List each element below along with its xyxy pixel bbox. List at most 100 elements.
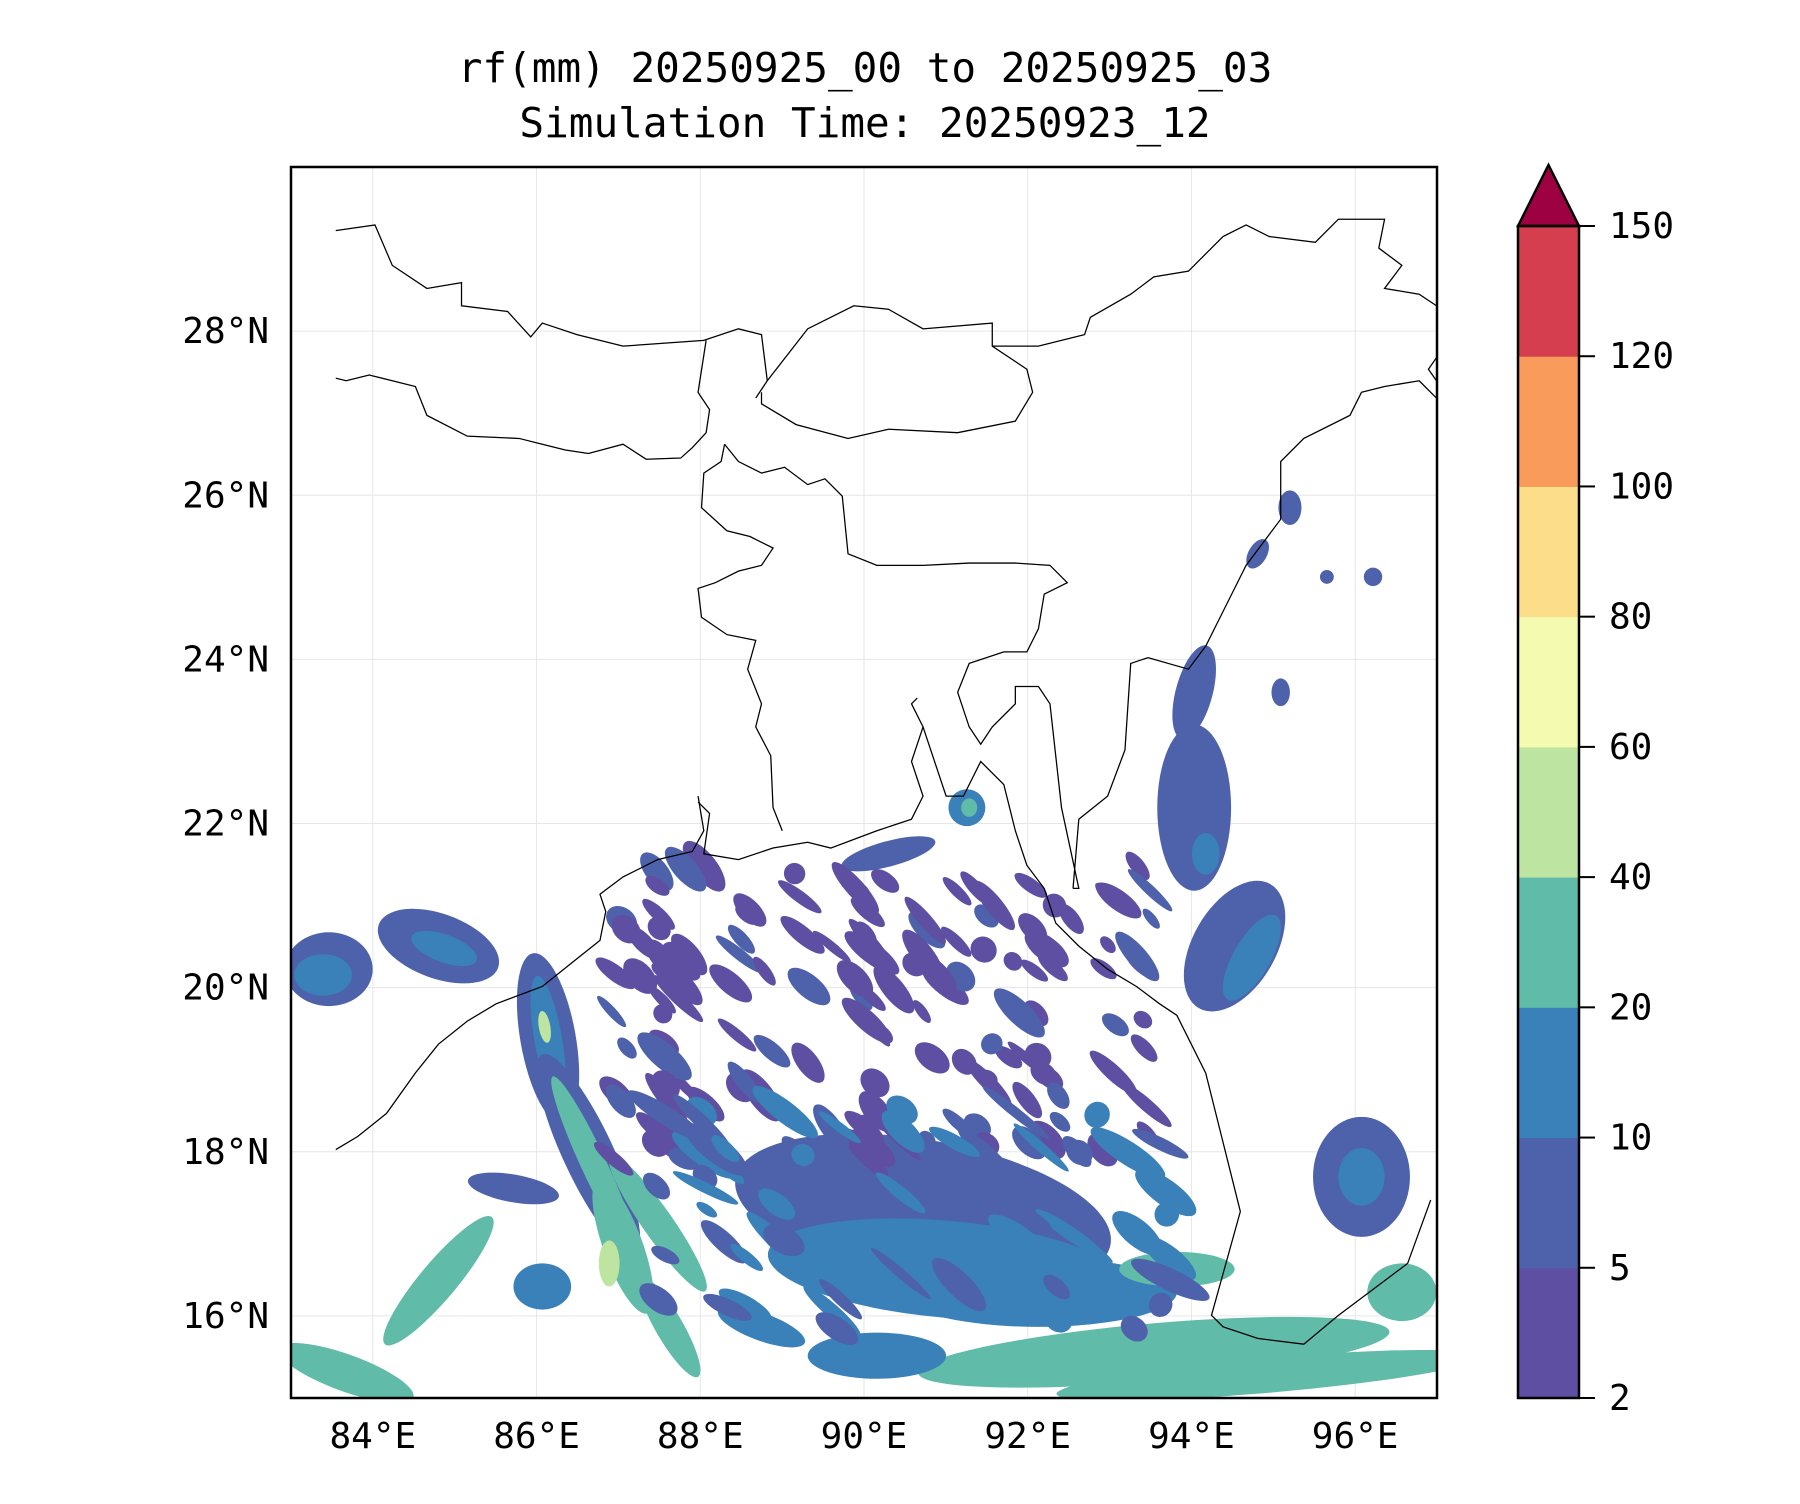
rain-contour-level-5 [1132, 1128, 1189, 1159]
rain-contour-level-10 [1114, 1282, 1141, 1303]
border-line [335, 340, 711, 460]
rain-contour-level-2 [1095, 882, 1142, 919]
colorbar-tick-label: 20 [1609, 987, 1652, 1028]
rain-contour-level-5 [1363, 567, 1383, 587]
plot-frame [289, 165, 1439, 1400]
rain-contour-level-5 [1148, 1292, 1173, 1318]
x-tick-label: 88°E [657, 1416, 744, 1457]
rain-contour-level-20 [918, 1316, 1390, 1388]
rain-contour-level-20 [608, 1154, 707, 1292]
colorbar-tick-label: 2 [1609, 1378, 1631, 1419]
rain-contour-level-5 [715, 935, 763, 973]
rain-contour-level-5 [1115, 931, 1160, 982]
rain-contour-level-2 [942, 877, 972, 906]
colorbar-tick-label: 150 [1609, 206, 1674, 247]
y-tick-label: 28°N [182, 311, 269, 352]
rain-contour-level-2 [595, 957, 636, 990]
rain-contour-level-2 [1089, 1050, 1137, 1095]
rain-contour-level-5 [931, 1257, 987, 1312]
colorbar-tick-label: 100 [1609, 466, 1674, 507]
rain-contour-level-2 [994, 1045, 1023, 1069]
rain-contour-level-2 [831, 862, 880, 914]
rain-contour-level-5 [640, 852, 674, 891]
rain-contour-level-2 [611, 914, 641, 944]
rain-contour-level-10 [711, 1135, 740, 1163]
colorbar-tick-label: 60 [1609, 727, 1652, 768]
border-line [1427, 357, 1438, 382]
rainfall-contours [291, 490, 1437, 1398]
rain-contour-level-5 [1172, 645, 1216, 740]
rain-contour-level-2 [653, 975, 704, 1023]
rain-contour-level-20 [1367, 1263, 1437, 1322]
colorbar-segment [1518, 877, 1579, 1008]
rain-contour-level-2 [709, 964, 753, 1003]
rain-contour-level-5 [1101, 1013, 1129, 1037]
rain-contour-level-20 [961, 798, 978, 817]
rain-contour-level-10 [1084, 1101, 1110, 1128]
y-tick-label: 16°N [182, 1296, 269, 1337]
rain-contour-level-5 [1047, 1082, 1070, 1109]
rain-contour-level-10 [1222, 914, 1281, 1001]
rain-contour-level-10 [1035, 1209, 1106, 1258]
rain-contour-level-10 [1338, 1148, 1385, 1206]
rain-contour-level-2 [1133, 1010, 1153, 1029]
rain-contour-level-2 [647, 916, 671, 941]
rain-contour-level-2 [904, 896, 946, 944]
colorbar-segment [1518, 1267, 1579, 1399]
rain-contour-level-2 [1125, 851, 1150, 881]
colorbar-segment [1518, 616, 1579, 748]
rain-contour-level-2 [1042, 893, 1067, 918]
chart-title: rf(mm) 20250925_00 to 20250925_03 [458, 44, 1273, 92]
rain-contour-level-5 [815, 1312, 859, 1345]
y-tick-label: 22°N [182, 804, 269, 845]
rain-contour-level-20 [291, 1343, 414, 1398]
chart-subtitle: Simulation Time: 20250923_12 [519, 99, 1210, 147]
rain-contour-level-2 [914, 1042, 950, 1074]
rain-contour-level-2 [651, 962, 671, 980]
rain-contour-level-2 [964, 1058, 1012, 1106]
rain-contour-level-2 [733, 893, 767, 927]
rain-contour-level-2 [791, 1042, 825, 1083]
rain-contour-level-2 [780, 915, 825, 954]
x-axis: 84°E 86°E 88°E 90°E 92°E 94°E 96°E [330, 1416, 1399, 1457]
rain-contour-level-2 [941, 926, 972, 957]
rain-contour-level-2 [1020, 959, 1049, 982]
rain-contour-level-10 [1013, 1123, 1069, 1172]
rain-contour-level-5 [703, 1293, 752, 1321]
colorbar-segment [1518, 486, 1579, 618]
x-tick-label: 90°E [821, 1416, 908, 1457]
rain-contour-level-5 [727, 924, 756, 954]
rain-contour-level-10 [929, 1126, 980, 1157]
rain-contour-level-5 [727, 1061, 762, 1103]
rain-contour-level-5 [870, 1247, 931, 1299]
colorbar: 2 5 10 20 40 60 80 100 120 150 [1515, 162, 1674, 1419]
rain-contour-level-2 [854, 1005, 891, 1047]
x-tick-label: 92°E [984, 1416, 1071, 1457]
rain-contour-level-2 [1014, 872, 1048, 898]
rain-contour-level-5 [1142, 908, 1160, 929]
rain-contour-level-10 [899, 1257, 1177, 1327]
coastlines-borders [335, 218, 1438, 1345]
y-tick-label: 18°N [182, 1132, 269, 1173]
rain-contour-level-5 [642, 1172, 671, 1200]
rain-contour-level-2 [1090, 958, 1117, 980]
rain-contour-level-10 [818, 1111, 861, 1144]
rain-contour-level-2 [970, 936, 997, 963]
y-axis: 16°N 18°N 20°N 22°N 24°N 26°N 28°N [182, 311, 269, 1337]
rain-contour-level-2 [813, 930, 851, 963]
rain-contour-level-5 [1127, 869, 1173, 912]
border-line [724, 443, 1080, 890]
rain-contour-level-2 [973, 880, 1016, 931]
rain-contour-level-5 [1183, 880, 1286, 1012]
rain-contour-level-2 [844, 931, 900, 975]
rain-contour-level-10 [1191, 833, 1220, 875]
rain-contour-level-5 [1066, 1139, 1093, 1166]
rain-contour-level-2 [1024, 930, 1069, 968]
rain-contour-level-2 [623, 958, 658, 994]
rain-contour-level-2 [648, 985, 676, 1014]
rain-contour-level-40 [598, 1240, 620, 1287]
colorbar-tick-label: 120 [1609, 336, 1674, 377]
rain-contour-level-10 [752, 1085, 818, 1139]
rain-contour-level-20 [1056, 1349, 1437, 1398]
